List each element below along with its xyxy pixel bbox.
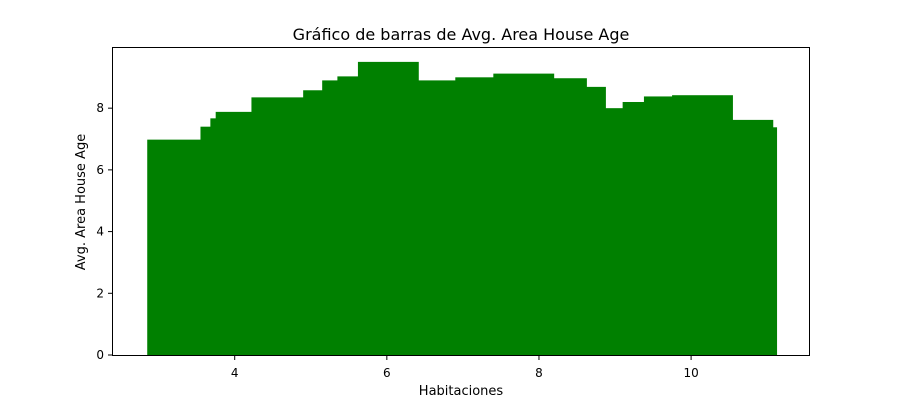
bar-23 <box>716 127 778 356</box>
y-tick-label: 4 <box>96 225 104 239</box>
y-tick-label: 0 <box>96 348 104 362</box>
plot-frame <box>112 47 810 356</box>
y-tick-label: 2 <box>96 286 104 300</box>
x-axis-label: Habitaciones <box>419 384 504 399</box>
chart-title: Gráfico de barras de Avg. Area House Age <box>293 25 630 44</box>
y-axis-ticks: 0 2 4 6 8 <box>96 101 113 362</box>
x-tick-label: 10 <box>683 366 698 380</box>
x-axis-ticks: 4 6 8 10 <box>231 355 699 380</box>
bar-0 <box>147 139 209 355</box>
x-tick-label: 4 <box>231 366 239 380</box>
x-tick-label: 6 <box>383 366 391 380</box>
x-tick-label: 8 <box>535 366 543 380</box>
bars-group <box>147 61 778 356</box>
y-tick-label: 8 <box>96 101 104 115</box>
y-axis-label: Avg. Area House Age <box>74 134 89 270</box>
bar-4 <box>251 97 313 356</box>
y-tick-label: 6 <box>96 163 104 177</box>
